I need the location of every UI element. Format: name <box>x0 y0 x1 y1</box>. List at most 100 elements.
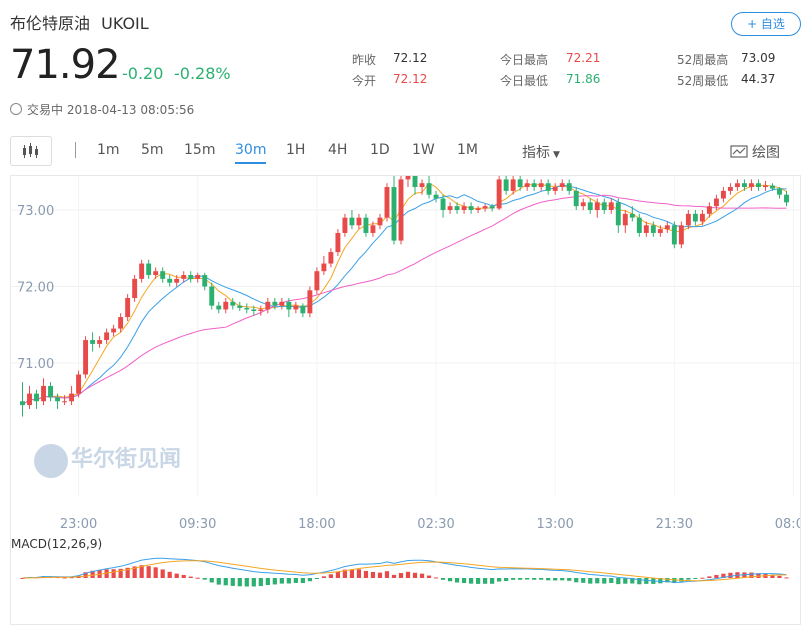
w52-low-value: 44.37 <box>741 72 776 86</box>
candle-body <box>223 301 229 310</box>
macd-bar <box>581 578 586 583</box>
candle-body <box>139 263 145 279</box>
candle-body <box>419 183 425 188</box>
macd-bar <box>398 573 404 578</box>
candle-body <box>391 187 397 241</box>
draw-tool-button[interactable]: 绘图 <box>730 142 780 162</box>
candle-body <box>83 340 89 375</box>
day-high-value: 72.21 <box>566 51 601 65</box>
macd-bar <box>609 578 614 583</box>
macd-bar <box>532 578 537 580</box>
indicator-dropdown[interactable]: 指标 ▼ <box>522 142 560 162</box>
macd-bar <box>300 578 305 584</box>
open-label: 今开 <box>352 74 377 88</box>
candle-body <box>468 206 474 210</box>
chart-area[interactable]: 73.00 72.00 71.00 23:00 09:30 18:00 02:30 13:00… <box>10 156 812 625</box>
interval-1mo[interactable]: 1M <box>457 142 478 158</box>
candle-body <box>433 194 439 199</box>
clock-icon <box>10 103 22 115</box>
macd-bar <box>118 568 123 578</box>
candle-body <box>97 340 103 344</box>
macd-bar <box>672 578 677 583</box>
x-tick-label: 13:00 <box>536 517 573 532</box>
day-low-label: 今日最低 <box>500 74 549 88</box>
macd-bar <box>405 571 411 578</box>
macd-dif-line <box>22 557 787 583</box>
macd-bar <box>546 578 551 581</box>
macd-bar <box>567 578 572 581</box>
macd-bar <box>188 576 193 578</box>
macd-bar <box>202 578 207 580</box>
candle-body <box>160 271 166 279</box>
instrument-name: 布伦特原油 <box>10 14 91 33</box>
macd-bar <box>293 578 298 583</box>
candle-body <box>132 278 138 298</box>
candle-body <box>517 179 523 188</box>
macd-bar <box>756 573 761 578</box>
watermark-text: 华尔街见闻 <box>71 446 181 472</box>
candle-body <box>349 217 355 226</box>
macd-bar <box>700 577 705 579</box>
macd-bar <box>384 571 390 578</box>
interval-5m[interactable]: 5m <box>141 142 164 158</box>
ma-line-30 <box>22 194 787 406</box>
candle-body <box>244 307 250 310</box>
candle-body <box>503 179 509 191</box>
candle-body <box>685 213 691 226</box>
macd-bar <box>328 574 334 578</box>
price-change-pct: -0.28% <box>174 64 231 83</box>
price-chart[interactable]: 73.00 72.00 71.00 23:00 09:30 18:00 02:30 13:00… <box>11 156 812 624</box>
candle-body <box>104 332 110 341</box>
macd-bar <box>258 578 263 587</box>
macd-bar <box>349 569 355 578</box>
macd-bar <box>539 578 544 580</box>
macd-bar <box>721 573 726 578</box>
add-watchlist-button[interactable]: + 自选 <box>731 12 801 36</box>
candle-body <box>76 374 82 394</box>
candle-body <box>426 183 432 195</box>
candle-body <box>657 229 663 233</box>
chart-toolbar: 1m 5m 15m 30m 1H 4H 1D 1W 1M 指标 ▼ 绘图 <box>0 136 812 166</box>
candle-body <box>601 202 607 210</box>
macd-bar <box>419 573 425 578</box>
candle-body <box>335 232 341 253</box>
x-tick-label: 08:00 <box>775 517 800 532</box>
candle-body <box>727 187 733 191</box>
macd-bar <box>447 578 453 582</box>
interval-1m[interactable]: 1m <box>97 142 120 158</box>
w52-high-label: 52周最高 <box>677 53 729 67</box>
toolbar-divider <box>75 142 76 158</box>
candle-body <box>34 393 39 402</box>
interval-30m[interactable]: 30m <box>235 142 267 164</box>
interval-15m[interactable]: 15m <box>184 142 216 158</box>
macd-bar <box>518 578 523 580</box>
candle-body <box>377 217 383 226</box>
instrument-code: UKOIL <box>101 14 149 33</box>
y-tick-label: 72.00 <box>17 281 54 296</box>
interval-1d[interactable]: 1D <box>370 142 390 158</box>
macd-bar <box>426 575 432 578</box>
watermark-logo-icon <box>34 444 68 478</box>
candle-body <box>265 301 271 310</box>
candle-body <box>356 217 362 226</box>
candle-body <box>671 225 677 245</box>
candle-body <box>741 183 747 188</box>
interval-1w[interactable]: 1W <box>412 142 435 158</box>
candle-body <box>237 305 243 308</box>
macd-bar <box>623 578 628 584</box>
macd-bar <box>286 578 291 584</box>
candle-body <box>496 179 502 209</box>
candle-body <box>146 263 152 276</box>
trading-status: 交易中 2018-04-13 08:05:56 <box>10 101 194 118</box>
macd-bar <box>686 578 691 580</box>
candle-body <box>454 206 460 210</box>
candle-body <box>587 202 593 210</box>
macd-bar <box>209 578 214 583</box>
chart-type-button[interactable] <box>10 136 52 166</box>
candle-body <box>27 393 32 406</box>
candle-body <box>314 271 320 291</box>
interval-1h[interactable]: 1H <box>286 142 306 158</box>
macd-bar <box>412 572 418 578</box>
candle-body <box>230 301 236 306</box>
interval-4h[interactable]: 4H <box>328 142 348 158</box>
